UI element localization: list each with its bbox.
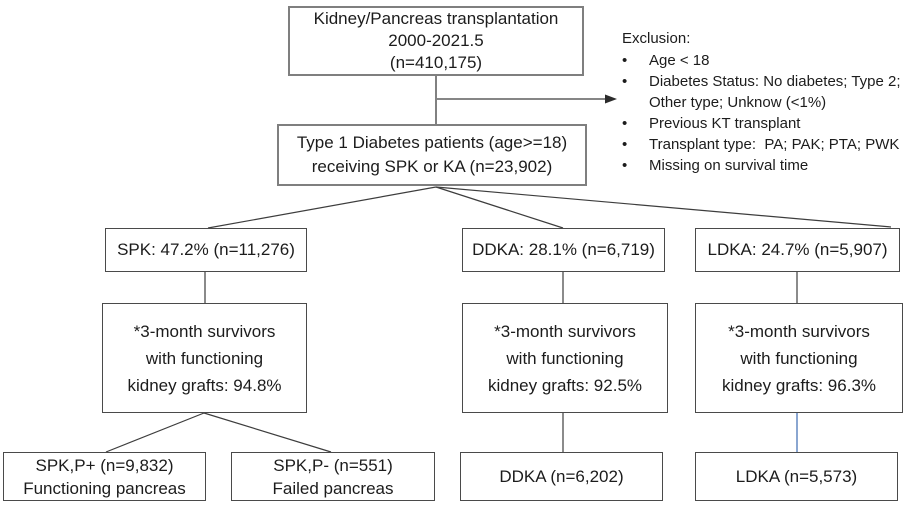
survivors-ddka-line: with functioning [506,348,624,368]
bullet-icon: • [622,136,628,153]
exclusion-item-text: Diabetes Status: No diabetes; Type 2; Ot… [649,73,905,111]
survivors-ldka-line: *3-month survivors [728,321,870,341]
cohort-box-line: Type 1 Diabetes patients (age>=18) [296,133,568,152]
cohort-box-line: receiving SPK or KA (n=23,902) [311,157,553,176]
survivors-ldka-box: *3-month survivors with functioning kidn… [695,303,903,413]
outcome-ddka-label: DDKA (n=6,202) [499,467,624,486]
survivors-ldka-line: kidney grafts: 96.3% [721,375,877,395]
outcome-spk-functioning-line: Functioning pancreas [23,478,186,498]
branch-spk-label: SPK: 47.2% (n=11,276) [117,240,295,259]
outcome-ldka-label: LDKA (n=5,573) [735,467,858,486]
survivors-spk-line: *3-month survivors [133,321,276,341]
bullet-icon: • [622,73,628,90]
outcome-ddka-box: DDKA (n=6,202) [460,452,663,501]
exclusion-item: • Previous KT transplant [622,113,913,134]
branch-ldka-label: LDKA: 24.7% (n=5,907) [707,240,888,259]
connector-survivors-to-spk-p-minus [203,412,332,453]
exclusion-item-text: Missing on survival time [649,157,809,174]
connector-survivors-to-spk-p-plus [105,412,205,453]
outcome-spk-failed-line: SPK,P- (n=551) [273,455,393,475]
exclusion-item: • Age < 18 [622,50,913,71]
outcome-spk-failed-box: SPK,P- (n=551) Failed pancreas [231,452,435,501]
bullet-icon: • [622,52,628,69]
survivors-spk-line: kidney grafts: 94.8% [127,375,282,395]
exclusion-item: • Missing on survival time [622,155,913,176]
source-population-box: Kidney/Pancreas transplantation 2000-202… [288,6,584,76]
connector-cohort-to-spk [207,186,437,229]
connector-cohort-to-ldka [435,186,892,228]
source-box-line: Kidney/Pancreas transplantation [313,9,559,28]
bullet-icon: • [622,157,628,174]
branch-ddka-box: DDKA: 28.1% (n=6,719) [462,228,665,272]
exclusion-item-text: Transplant type: PA; PAK; PTA; PWK [649,136,900,153]
survivors-ldka-line: with functioning [740,348,858,368]
survivors-ddka-box: *3-month survivors with functioning kidn… [462,303,668,413]
source-box-line: 2000-2021.5 [388,31,484,50]
survivors-spk-line: with functioning [145,348,264,368]
bullet-icon: • [622,115,628,132]
survivors-spk-box: *3-month survivors with functioning kidn… [102,303,307,413]
outcome-spk-failed-line: Failed pancreas [272,478,394,498]
branch-ldka-box: LDKA: 24.7% (n=5,907) [695,228,900,272]
connector-cohort-to-ddka [435,186,564,229]
exclusion-item-text: Age < 18 [649,52,710,69]
survivors-ddka-line: *3-month survivors [494,321,636,341]
exclusion-criteria: Exclusion: • Age < 18 • Diabetes Status:… [620,28,913,176]
exclusion-item: • Diabetes Status: No diabetes; Type 2; … [622,71,913,113]
outcome-spk-functioning-line: SPK,P+ (n=9,832) [35,455,174,475]
exclusion-title: Exclusion: [622,30,691,47]
arrowhead-icon [605,94,617,104]
survivors-ddka-line: kidney grafts: 92.5% [487,375,643,395]
cohort-box: Type 1 Diabetes patients (age>=18) recei… [277,124,587,186]
exclusion-item: • Transplant type: PA; PAK; PTA; PWK [622,134,913,155]
branch-spk-box: SPK: 47.2% (n=11,276) [105,228,307,272]
exclusion-list: • Age < 18 • Diabetes Status: No diabete… [620,50,913,176]
outcome-spk-functioning-box: SPK,P+ (n=9,832) Functioning pancreas [3,452,206,501]
source-box-line: (n=410,175) [389,53,483,72]
exclusion-item-text: Previous KT transplant [649,115,801,132]
branch-ddka-label: DDKA: 28.1% (n=6,719) [472,240,655,259]
outcome-ldka-box: LDKA (n=5,573) [695,452,898,501]
